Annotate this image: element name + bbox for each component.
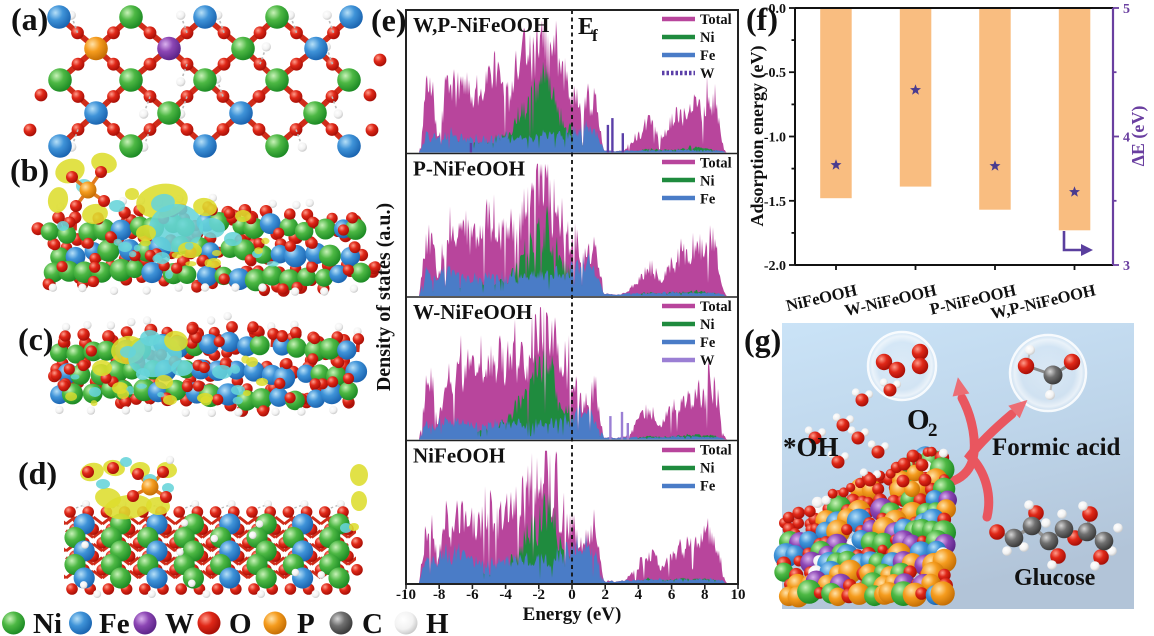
svg-text:-2.0: -2.0 bbox=[764, 259, 786, 274]
svg-text:ΔE (eV): ΔE (eV) bbox=[1128, 106, 1149, 167]
svg-text:4: 4 bbox=[1123, 131, 1130, 146]
svg-text:Total: Total bbox=[700, 156, 732, 172]
svg-text:Total: Total bbox=[700, 299, 732, 315]
svg-text:W: W bbox=[700, 66, 715, 82]
svg-text:-2: -2 bbox=[533, 587, 546, 603]
svg-text:0.0: 0.0 bbox=[769, 2, 787, 17]
svg-text:(e): (e) bbox=[371, 2, 407, 38]
svg-text:C: C bbox=[362, 608, 383, 636]
svg-text:-0.5: -0.5 bbox=[764, 66, 786, 81]
svg-text:W-NiFeOOH: W-NiFeOOH bbox=[843, 280, 939, 320]
svg-text:O: O bbox=[229, 608, 252, 636]
svg-text:2: 2 bbox=[601, 587, 609, 603]
svg-text:Ni: Ni bbox=[33, 608, 62, 636]
svg-text:NiFeOOH: NiFeOOH bbox=[413, 444, 505, 468]
svg-text:W-NiFeOOH: W-NiFeOOH bbox=[413, 300, 532, 324]
svg-text:f: f bbox=[592, 26, 598, 45]
svg-text:-4: -4 bbox=[499, 587, 512, 603]
svg-text:Total: Total bbox=[700, 12, 732, 28]
svg-text:(a): (a) bbox=[11, 1, 48, 37]
svg-text:H: H bbox=[426, 608, 449, 636]
svg-text:-6: -6 bbox=[466, 587, 479, 603]
svg-text:-8: -8 bbox=[433, 587, 446, 603]
svg-text:Ni: Ni bbox=[700, 461, 715, 477]
svg-text:-1.0: -1.0 bbox=[764, 131, 786, 146]
svg-text:(d): (d) bbox=[18, 455, 57, 491]
svg-text:Ni: Ni bbox=[700, 30, 715, 46]
svg-text:Adsorption energy (eV): Adsorption energy (eV) bbox=[747, 46, 768, 227]
svg-text:2: 2 bbox=[928, 420, 938, 441]
svg-text:(f): (f) bbox=[746, 1, 778, 37]
svg-text:8: 8 bbox=[701, 587, 709, 603]
svg-text:0: 0 bbox=[568, 587, 576, 603]
svg-text:Density of states (a.u.): Density of states (a.u.) bbox=[373, 203, 395, 391]
svg-text:Fe: Fe bbox=[700, 192, 716, 208]
svg-text:(g): (g) bbox=[744, 322, 781, 358]
svg-text:6: 6 bbox=[668, 587, 676, 603]
svg-text:Energy (eV): Energy (eV) bbox=[523, 604, 622, 625]
svg-text:O: O bbox=[907, 404, 930, 436]
svg-text:Fe: Fe bbox=[700, 335, 716, 351]
svg-text:Ni: Ni bbox=[700, 174, 715, 190]
svg-text:3: 3 bbox=[1123, 259, 1130, 274]
svg-text:Fe: Fe bbox=[99, 608, 130, 636]
svg-text:*OH: *OH bbox=[783, 432, 839, 462]
svg-text:Total: Total bbox=[700, 443, 732, 459]
svg-text:(c): (c) bbox=[18, 321, 54, 357]
svg-text:Fe: Fe bbox=[700, 48, 716, 64]
svg-text:W: W bbox=[700, 353, 715, 369]
svg-text:W,P-NiFeOOH: W,P-NiFeOOH bbox=[413, 13, 549, 37]
svg-text:W: W bbox=[165, 608, 194, 636]
svg-text:Fe: Fe bbox=[700, 479, 716, 495]
svg-text:Glucose: Glucose bbox=[1014, 565, 1096, 591]
svg-text:Ni: Ni bbox=[700, 317, 715, 333]
svg-text:-1.5: -1.5 bbox=[764, 195, 786, 210]
svg-text:E: E bbox=[578, 14, 594, 40]
svg-text:4: 4 bbox=[635, 587, 643, 603]
svg-text:-10: -10 bbox=[396, 587, 416, 603]
svg-text:Formic acid: Formic acid bbox=[992, 434, 1121, 461]
svg-text:(b): (b) bbox=[10, 152, 49, 188]
svg-text:5: 5 bbox=[1123, 2, 1130, 17]
svg-text:10: 10 bbox=[731, 587, 746, 603]
svg-text:P: P bbox=[297, 608, 315, 636]
svg-text:P-NiFeOOH: P-NiFeOOH bbox=[413, 157, 525, 181]
